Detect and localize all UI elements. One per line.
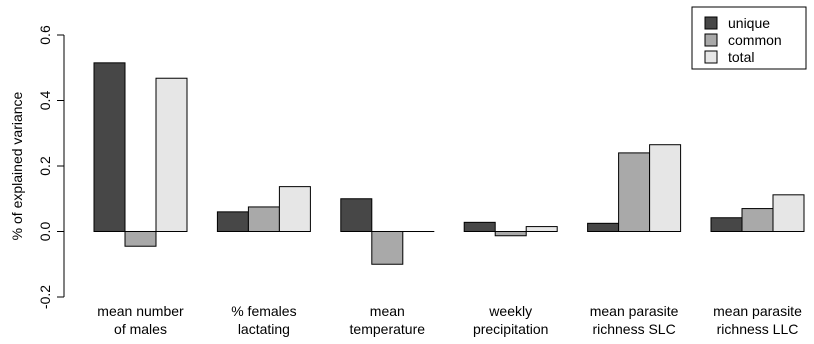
category-label-3: weekly precipitation — [473, 303, 549, 337]
bar-unique-5 — [710, 217, 743, 232]
category-label-1: % females lactating — [231, 303, 296, 337]
bars — [93, 62, 805, 265]
bar-unique-2 — [340, 198, 373, 232]
bar-unique-1 — [216, 211, 249, 233]
bar-common-1 — [247, 206, 280, 232]
y-tick-label: -0.2 — [37, 285, 53, 309]
bar-unique-4 — [587, 222, 620, 232]
legend-swatch-common — [704, 33, 718, 47]
category-label-5: mean parasite richness LLC — [713, 303, 802, 337]
bar-unique-0 — [93, 62, 126, 233]
bar-common-5 — [741, 208, 774, 232]
bar-total-4 — [649, 144, 682, 232]
bar-common-0 — [124, 231, 157, 247]
bar-total-0 — [155, 77, 188, 233]
bar-total-1 — [278, 186, 311, 233]
y-axis: -0.2 0.0 0.2 0.4 0.6 — [37, 25, 65, 309]
bar-total-3 — [525, 226, 558, 232]
category-label-2: mean temperature — [350, 303, 426, 337]
y-axis-label: % of explained variance — [9, 91, 25, 240]
legend-label-common: common — [728, 32, 782, 48]
y-tick-label: 0.2 — [37, 156, 53, 176]
bar-common-3 — [494, 231, 527, 237]
legend-swatch-unique — [704, 16, 718, 30]
bar-common-4 — [618, 152, 651, 232]
y-tick-label: 0.0 — [37, 222, 53, 242]
legend-label-unique: unique — [728, 15, 770, 31]
bar-common-2 — [371, 231, 404, 265]
category-labels: mean number of males % females lactating mea… — [97, 303, 802, 337]
legend-swatch-total — [704, 50, 718, 64]
y-tick-label: 0.6 — [37, 25, 53, 45]
legend-label-total: total — [728, 49, 754, 65]
category-label-4: mean parasite richness SLC — [590, 303, 679, 337]
category-label-0: mean number of males — [97, 303, 184, 337]
bar-unique-3 — [463, 221, 496, 233]
y-tick-label: 0.4 — [37, 91, 53, 111]
bar-total-5 — [772, 194, 805, 233]
